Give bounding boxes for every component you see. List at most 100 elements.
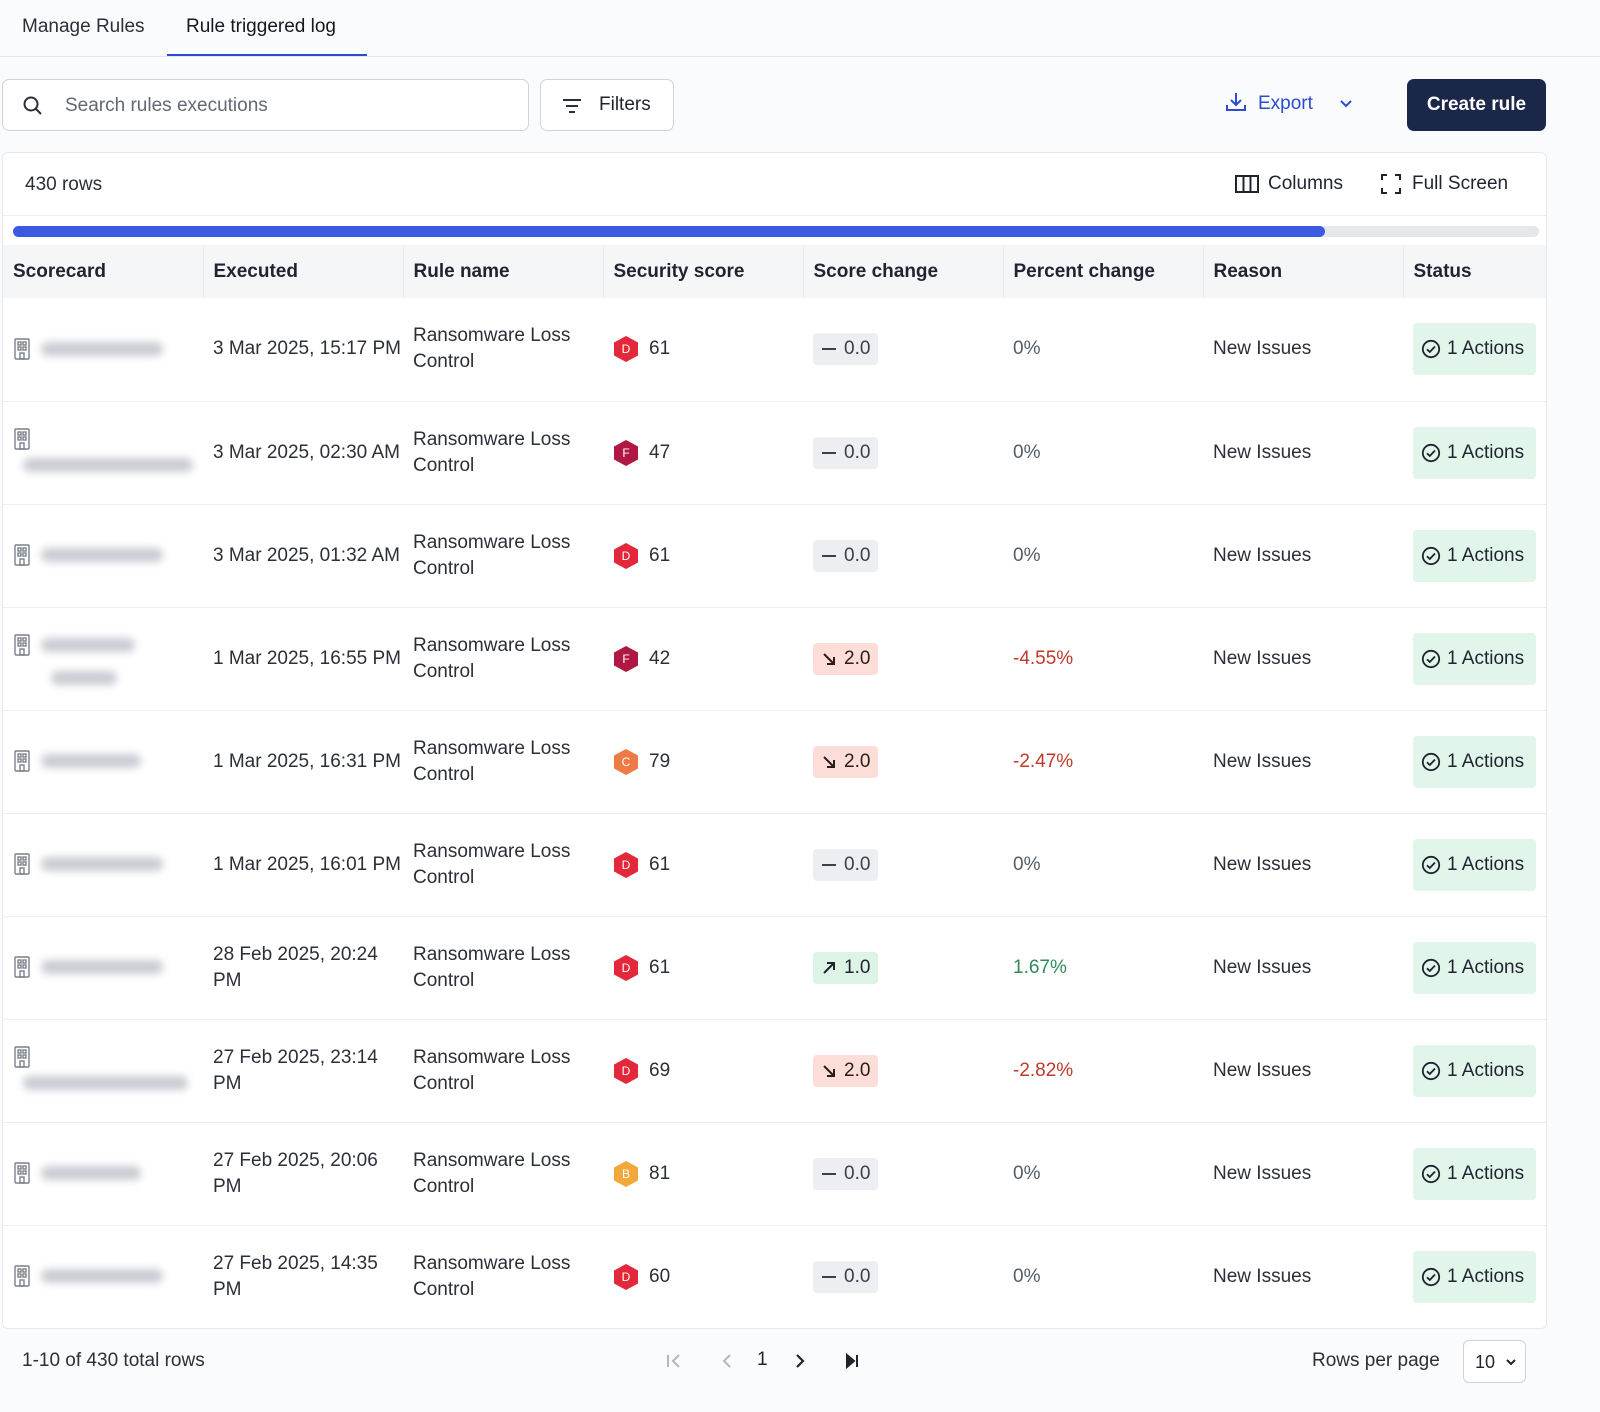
reason-cell: New Issues bbox=[1203, 504, 1403, 608]
status-actions-button[interactable]: 1 Actions bbox=[1413, 529, 1537, 582]
next-page-icon[interactable] bbox=[789, 1347, 811, 1375]
rows-per-page-select[interactable]: 10 bbox=[1463, 1340, 1526, 1383]
score-change-cell: 0.0 bbox=[803, 1225, 1003, 1328]
search-box[interactable] bbox=[2, 79, 529, 131]
scorecard-name-redacted[interactable] bbox=[41, 857, 163, 872]
reason-cell: New Issues bbox=[1203, 401, 1403, 505]
scorecard-name-redacted[interactable] bbox=[41, 1269, 163, 1284]
status-actions-button[interactable]: 1 Actions bbox=[1413, 1250, 1537, 1303]
security-score-cell: B 81 bbox=[603, 1122, 803, 1226]
scorecard-cell[interactable] bbox=[3, 298, 203, 402]
table-row[interactable]: 3 Mar 2025, 02:30 AM Ransomware Loss Cont… bbox=[3, 401, 1546, 505]
score-change-chip: 0.0 bbox=[813, 436, 879, 469]
status-actions-button[interactable]: 1 Actions bbox=[1413, 838, 1537, 891]
score-change-chip: 2.0 bbox=[813, 1054, 879, 1087]
executed-cell: 3 Mar 2025, 01:32 AM bbox=[203, 504, 403, 608]
scorecard-name-redacted[interactable] bbox=[23, 458, 193, 473]
scorecard-cell[interactable] bbox=[3, 1225, 203, 1328]
security-score-cell: F 42 bbox=[603, 607, 803, 711]
export-label: Export bbox=[1258, 93, 1313, 114]
building-icon bbox=[14, 428, 30, 451]
status-actions-button[interactable]: 1 Actions bbox=[1413, 323, 1537, 376]
reason-cell: New Issues bbox=[1203, 916, 1403, 1020]
score-value: 47 bbox=[649, 441, 671, 463]
scorecard-cell[interactable] bbox=[3, 710, 203, 814]
scorecard-name-redacted[interactable] bbox=[41, 342, 163, 357]
table-row[interactable]: 1 Mar 2025, 16:31 PM Ransomware Loss Cont… bbox=[3, 710, 1546, 814]
score-change-chip: 0.0 bbox=[813, 848, 879, 881]
column-header-security-score[interactable]: Security score bbox=[603, 245, 804, 298]
table-row[interactable]: 1 Mar 2025, 16:55 PM Ransomware Loss Cont… bbox=[3, 607, 1546, 711]
arrow-down-right-icon bbox=[823, 1064, 835, 1077]
previous-page-icon[interactable] bbox=[716, 1347, 738, 1375]
building-icon bbox=[14, 956, 30, 979]
score-change-chip: 1.0 bbox=[813, 951, 879, 984]
table-row[interactable]: 28 Feb 2025, 20:24 PM Ransomware Loss Con… bbox=[3, 916, 1546, 1020]
scorecard-name-redacted[interactable] bbox=[41, 1166, 141, 1181]
create-rule-button[interactable]: Create rule bbox=[1407, 79, 1546, 131]
column-header-percent-change[interactable]: Percent change bbox=[1003, 245, 1204, 298]
status-label: 1 Actions bbox=[1447, 647, 1525, 669]
first-page-icon[interactable] bbox=[663, 1347, 685, 1375]
scorecard-cell[interactable] bbox=[3, 401, 203, 505]
building-icon bbox=[14, 1265, 30, 1288]
building-icon bbox=[14, 1162, 30, 1185]
column-header-executed[interactable]: Executed bbox=[203, 245, 404, 298]
scorecard-cell[interactable] bbox=[3, 607, 203, 711]
executed-cell: 27 Feb 2025, 23:14 PM bbox=[203, 1019, 403, 1123]
status-actions-button[interactable]: 1 Actions bbox=[1413, 1147, 1537, 1200]
check-circle-icon bbox=[1421, 752, 1441, 771]
status-actions-button[interactable]: 1 Actions bbox=[1413, 941, 1537, 994]
grade-badge: D bbox=[613, 542, 639, 570]
scorecard-cell[interactable] bbox=[3, 504, 203, 608]
chevron-down-icon bbox=[1506, 1359, 1516, 1366]
scorecard-cell[interactable] bbox=[3, 813, 203, 917]
status-cell: 1 Actions bbox=[1403, 1019, 1546, 1123]
scorecard-cell[interactable] bbox=[3, 1122, 203, 1226]
status-actions-button[interactable]: 1 Actions bbox=[1413, 426, 1537, 479]
status-actions-button[interactable]: 1 Actions bbox=[1413, 632, 1537, 685]
table-row[interactable]: 27 Feb 2025, 23:14 PM Ransomware Loss Con… bbox=[3, 1019, 1546, 1123]
scorecard-name-redacted[interactable] bbox=[41, 548, 163, 563]
scorecard-name-redacted[interactable] bbox=[41, 638, 135, 653]
status-cell: 1 Actions bbox=[1403, 710, 1546, 814]
chevron-down-icon[interactable] bbox=[1337, 95, 1355, 113]
scorecard-name-redacted[interactable] bbox=[23, 1076, 188, 1091]
last-page-icon[interactable] bbox=[841, 1347, 863, 1375]
check-circle-icon bbox=[1421, 958, 1441, 977]
table-row[interactable]: 3 Mar 2025, 01:32 AM Ransomware Loss Cont… bbox=[3, 504, 1546, 608]
column-header-scorecard[interactable]: Scorecard bbox=[3, 245, 204, 298]
rule-name-cell: Ransomware Loss Control bbox=[403, 1225, 603, 1328]
status-cell: 1 Actions bbox=[1403, 916, 1546, 1020]
grade-badge: D bbox=[613, 335, 639, 363]
scorecard-cell[interactable] bbox=[3, 1019, 203, 1123]
results-panel: 430 rows Columns Full Screen Scorecard Ex… bbox=[2, 152, 1547, 1329]
column-header-reason[interactable]: Reason bbox=[1203, 245, 1404, 298]
column-header-rule-name[interactable]: Rule name bbox=[403, 245, 604, 298]
search-input[interactable] bbox=[65, 92, 505, 120]
expand-icon bbox=[1381, 174, 1401, 194]
column-header-score-change[interactable]: Score change bbox=[803, 245, 1004, 298]
table-row[interactable]: 27 Feb 2025, 14:35 PM Ransomware Loss Con… bbox=[3, 1225, 1546, 1328]
table-row[interactable]: 3 Mar 2025, 15:17 PM Ransomware Loss Cont… bbox=[3, 298, 1546, 402]
scorecard-name-redacted[interactable] bbox=[41, 960, 163, 975]
score-value: 61 bbox=[649, 544, 671, 566]
current-page[interactable]: 1 bbox=[757, 1349, 768, 1370]
grade-badge: D bbox=[613, 1263, 639, 1291]
scorecard-name-redacted[interactable] bbox=[41, 754, 141, 769]
tab-manage-rules[interactable]: Manage Rules bbox=[22, 16, 145, 37]
executed-cell: 1 Mar 2025, 16:55 PM bbox=[203, 607, 403, 711]
check-circle-icon bbox=[1421, 546, 1441, 565]
filters-button[interactable]: Filters bbox=[540, 79, 674, 131]
table-row[interactable]: 1 Mar 2025, 16:01 PM Ransomware Loss Cont… bbox=[3, 813, 1546, 917]
score-change-value: 0.0 bbox=[844, 544, 871, 566]
status-actions-button[interactable]: 1 Actions bbox=[1413, 735, 1537, 788]
rule-name-cell: Ransomware Loss Control bbox=[403, 607, 603, 711]
score-change-chip: 0.0 bbox=[813, 539, 879, 572]
scorecard-cell[interactable] bbox=[3, 916, 203, 1020]
security-score-cell: D 61 bbox=[603, 813, 803, 917]
tab-rule-triggered-log[interactable]: Rule triggered log bbox=[186, 16, 336, 37]
status-actions-button[interactable]: 1 Actions bbox=[1413, 1044, 1537, 1097]
table-row[interactable]: 27 Feb 2025, 20:06 PM Ransomware Loss Con… bbox=[3, 1122, 1546, 1226]
column-header-status[interactable]: Status bbox=[1403, 245, 1546, 298]
